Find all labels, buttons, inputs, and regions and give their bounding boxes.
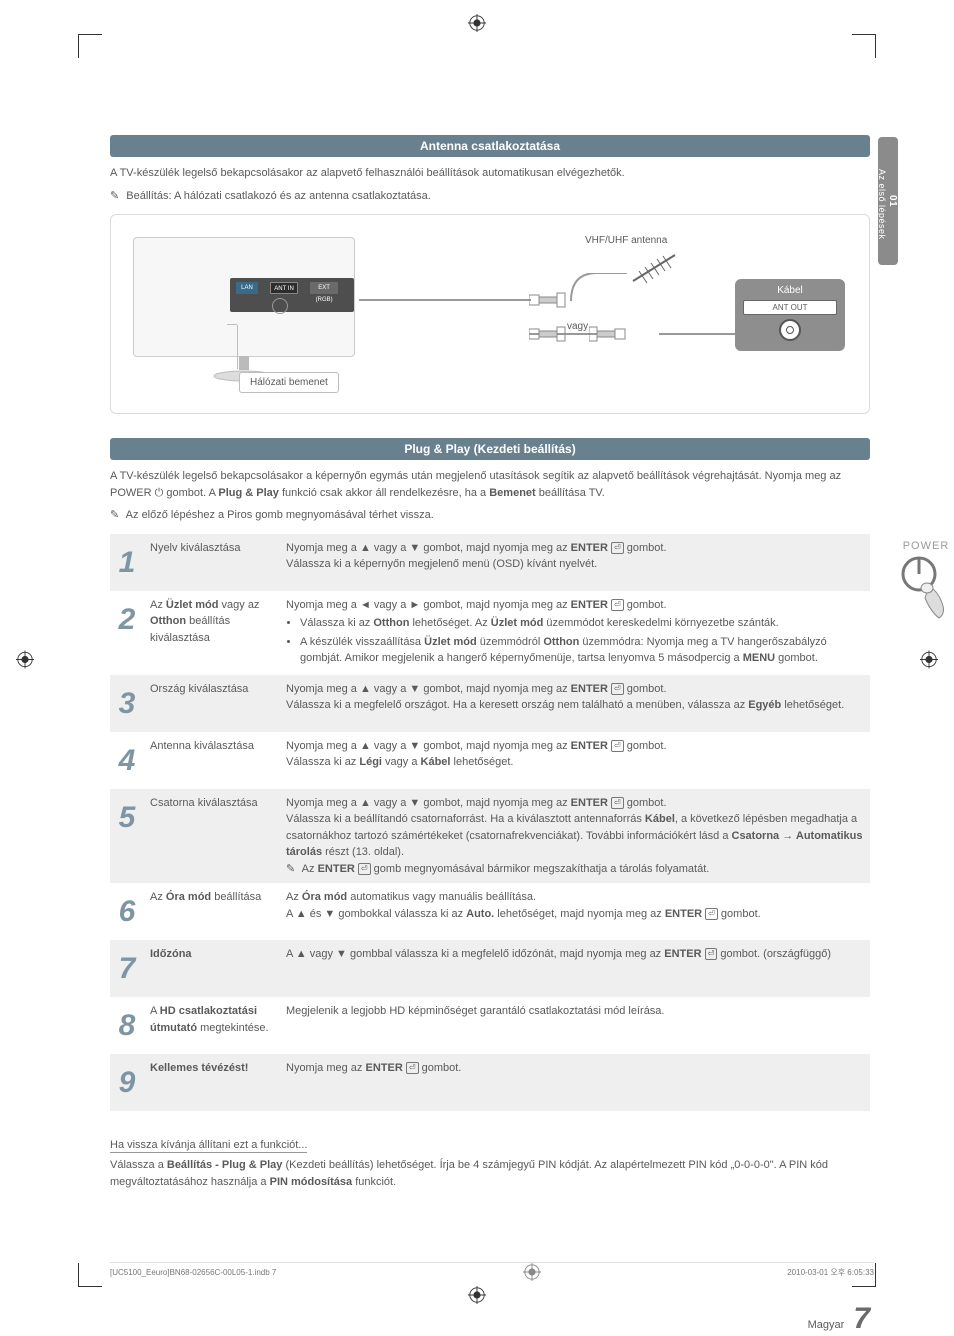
step-desc: A ▲ vagy ▼ gombbal válassza ki a megfele…: [280, 940, 870, 997]
power-illustration: POWER: [890, 540, 954, 625]
step-label: A HD csatlakoztatási útmutató megtekinté…: [144, 997, 280, 1054]
connector-b-icon: [529, 325, 567, 343]
corner-mark-tr: [852, 34, 876, 58]
section-plugplay-title: Plug & Play (Kezdeti beállítás): [110, 438, 870, 460]
step-desc: Nyomja meg a ▲ vagy a ▼ gombot, majd nyo…: [280, 789, 870, 884]
page-number: Magyar 7: [808, 1302, 870, 1336]
enter-icon: ⏎: [705, 948, 718, 960]
side-tab-num: 01: [887, 143, 898, 259]
step-desc: Az Óra mód automatikus vagy manuális beá…: [280, 883, 870, 940]
enter-icon: ⏎: [406, 1062, 419, 1074]
cable-line-3: [659, 333, 735, 335]
step-label: Csatorna kiválasztása: [144, 789, 280, 884]
footer-left: [UC5100_Eeuro]BN68-02656C-00L05-1.indb 7: [110, 1268, 276, 1277]
step-bullet: A készülék visszaállítása Üzlet mód üzem…: [300, 634, 864, 667]
ant-out-label: ANT OUT: [743, 300, 837, 315]
step-number: 4: [110, 732, 144, 789]
ext-port-label: EXT (RGB): [310, 282, 338, 294]
kabel-label: Kábel: [743, 285, 837, 296]
power-label: POWER: [890, 540, 954, 552]
step-number: 1: [110, 534, 144, 591]
reset-heading: Ha vissza kívánja állítani ezt a funkció…: [110, 1139, 307, 1153]
net-leader-line: [237, 325, 238, 369]
corner-mark-tl: [78, 34, 102, 58]
step-label: Az Üzlet mód vagy az Otthon beállítás ki…: [144, 591, 280, 675]
page-n: 7: [853, 1302, 870, 1335]
lan-port-label: LAN: [236, 282, 258, 294]
reset-body: Válassza a Beállítás - Plug & Play (Kezd…: [110, 1157, 870, 1190]
section1-note-text: Beállítás: A hálózati csatlakozó és az a…: [126, 190, 431, 202]
section1-note: ✎ Beállítás: A hálózati csatlakozó és az…: [110, 188, 870, 205]
enter-icon: ⏎: [705, 908, 718, 920]
ant-in-label: ANT IN: [270, 282, 298, 294]
section-antenna-title: Antenna csatlakoztatása: [110, 135, 870, 157]
connector-a-icon: [529, 291, 567, 309]
page-content: 01 Az első lépések Antenna csatlakoztatá…: [110, 135, 870, 1190]
step-label: Kellemes tévézést!: [144, 1054, 280, 1111]
section2-note: ✎ Az előző lépéshez a Piros gomb megnyom…: [110, 507, 870, 524]
enter-icon: ⏎: [611, 740, 624, 752]
steps-table: 1 Nyelv kiválasztása Nyomja meg a ▲ vagy…: [110, 534, 870, 1112]
section2-note-text: Az előző lépéshez a Piros gomb megnyomás…: [126, 509, 434, 521]
vhf-uhf-label: VHF/UHF antenna: [585, 235, 667, 246]
crop-mark-left: [16, 650, 34, 671]
power-symbol-icon: ⏻: [155, 487, 164, 499]
step-desc: Nyomja meg az ENTER ⏎ gombot.: [280, 1054, 870, 1111]
note-icon: ✎: [110, 188, 119, 205]
section1-intro: A TV-készülék legelső bekapcsolásakor az…: [110, 165, 870, 182]
step-desc: Nyomja meg a ▲ vagy a ▼ gombot, majd nyo…: [280, 534, 870, 591]
step-desc: Nyomja meg a ◄ vagy a ► gombot, majd nyo…: [280, 591, 870, 675]
enter-icon: ⏎: [611, 599, 624, 611]
net-leader-line2: [227, 324, 237, 325]
enter-icon: ⏎: [611, 542, 624, 554]
power-button-icon: [895, 552, 954, 622]
corner-mark-bl: [78, 1263, 102, 1287]
side-tab: 01 Az első lépések: [878, 137, 898, 265]
connector-panel: LAN ANT IN EXT (RGB): [230, 278, 354, 312]
step-desc: Nyomja meg a ▲ vagy a ▼ gombot, majd nyo…: [280, 675, 870, 732]
footer-right: 2010-03-01 오후 6:05:33: [787, 1267, 874, 1278]
step-number: 5: [110, 789, 144, 884]
cable-line-1: [359, 299, 531, 301]
ant-in-port: [272, 298, 288, 314]
enter-icon: ⏎: [611, 797, 624, 809]
crop-mark-bottom: [468, 1286, 486, 1307]
antenna-diagram: LAN ANT IN EXT (RGB) Hálózati bemenet VH…: [110, 214, 870, 414]
step-number: 7: [110, 940, 144, 997]
ant-out-port: [779, 319, 801, 341]
step-number: 3: [110, 675, 144, 732]
step-label: Időzóna: [144, 940, 280, 997]
step-number: 8: [110, 997, 144, 1054]
note-icon: ✎: [286, 861, 295, 878]
enter-icon: ⏎: [358, 863, 371, 875]
antenna-icon: [629, 251, 679, 285]
step-label: Nyelv kiválasztása: [144, 534, 280, 591]
connector-c-icon: [589, 325, 627, 343]
side-tab-label: Az első lépések: [877, 169, 887, 240]
footer-reg-icon: [523, 1263, 541, 1281]
section2-intro: A TV-készülék legelső bekapcsolásakor a …: [110, 468, 870, 501]
step-label: Antenna kiválasztása: [144, 732, 280, 789]
step-number: 6: [110, 883, 144, 940]
step-label: Ország kiválasztása: [144, 675, 280, 732]
step-number: 9: [110, 1054, 144, 1111]
network-input-label: Hálózati bemenet: [239, 372, 339, 393]
step-bullet: Válassza ki az Otthon lehetőséget. Az Üz…: [300, 615, 864, 632]
antenna-cable: [567, 273, 627, 301]
step-number: 2: [110, 591, 144, 675]
note-icon: ✎: [110, 507, 119, 524]
crop-mark-top: [468, 14, 486, 35]
step-desc: Megjelenik a legjobb HD képminőséget gar…: [280, 997, 870, 1054]
footer: [UC5100_Eeuro]BN68-02656C-00L05-1.indb 7…: [110, 1263, 874, 1281]
cable-wall-box: Kábel ANT OUT: [735, 279, 845, 351]
tv-back-panel: LAN ANT IN EXT (RGB): [133, 237, 355, 357]
crop-mark-right: [920, 650, 938, 671]
enter-icon: ⏎: [611, 683, 624, 695]
step-label: Az Óra mód beállítása: [144, 883, 280, 940]
or-label: vagy: [567, 321, 588, 332]
step-desc: Nyomja meg a ▲ vagy a ▼ gombot, majd nyo…: [280, 732, 870, 789]
